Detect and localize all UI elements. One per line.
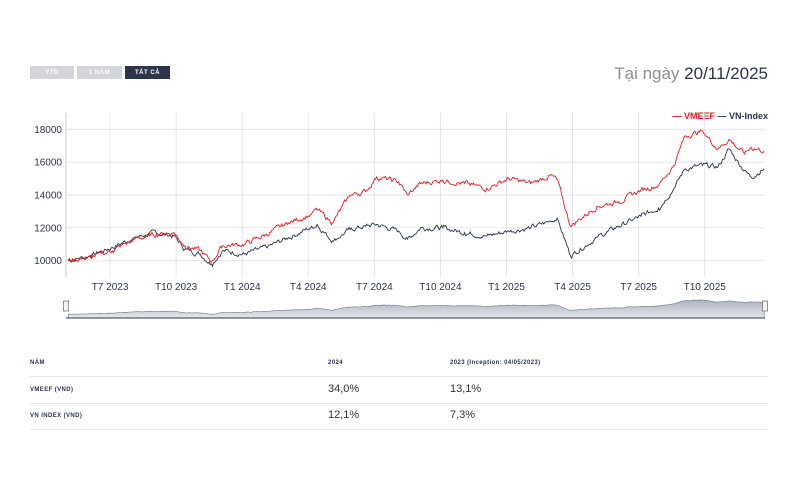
y-tick-label: 12000 <box>34 223 62 234</box>
header-year: NĂM <box>30 360 45 366</box>
y-tick-label: 16000 <box>34 158 62 169</box>
chart-legend: — VMEEF — VN-Index <box>672 111 768 121</box>
x-tick-label: T7 2023 <box>92 282 129 293</box>
y-tick-label: 14000 <box>34 191 62 202</box>
navigator-area <box>67 299 765 319</box>
series-line-vmeef <box>67 129 765 263</box>
y-tick-label: 10000 <box>34 256 62 267</box>
row-label: VMEEF (VND) <box>30 387 74 393</box>
table-row: VN INDEX (VND) 12,1% 7,3% <box>30 403 768 430</box>
table-header-row: NĂM 2024 2023 (Inception: 04/05/2023) <box>30 350 768 377</box>
cell-value: 13,1% <box>450 383 482 395</box>
x-tick-label: T10 2024 <box>419 282 462 293</box>
legend-item-vmeef[interactable]: — VMEEF <box>672 111 715 121</box>
x-tick-label: T7 2025 <box>620 282 657 293</box>
header-2024: 2024 <box>328 360 343 366</box>
range-button-1-year[interactable]: 1 NĂM <box>77 66 122 79</box>
header-2023: 2023 (Inception: 04/05/2023) <box>450 360 541 366</box>
cell-value: 7,3% <box>450 409 476 421</box>
cell-value: 34,0% <box>328 383 360 395</box>
series-line-vn-index <box>68 148 765 268</box>
performance-chart: 10000 12000 14000 16000 18000 T7 2023 T10 2023… <box>34 113 768 319</box>
as-of-prefix: Tại ngày <box>614 64 680 83</box>
x-tick-label: T4 2024 <box>290 282 327 293</box>
legend-item-vnindex[interactable]: — VN-Index <box>717 111 768 121</box>
y-tick-label: 18000 <box>34 125 62 136</box>
x-tick-label: T10 2023 <box>155 282 198 293</box>
legend-label: VMEEF <box>683 111 715 121</box>
navigator-handle-right[interactable] <box>762 300 768 312</box>
x-tick-label: T10 2025 <box>684 282 727 293</box>
range-button-all[interactable]: TẤT CẢ <box>125 66 170 79</box>
x-tick-label: T4 2025 <box>554 282 591 293</box>
x-tick-label: T1 2024 <box>224 282 261 293</box>
x-tick-label: T1 2025 <box>488 282 525 293</box>
x-tick-label: T7 2024 <box>356 282 393 293</box>
navigator-handle-left[interactable] <box>63 300 69 312</box>
range-button-ytd[interactable]: YTD <box>30 66 74 79</box>
row-label: VN INDEX (VND) <box>30 413 83 419</box>
as-of-value: 20/11/2025 <box>684 64 768 83</box>
table-row: VMEEF (VND) 34,0% 13,1% <box>30 377 768 404</box>
as-of-date: Tại ngày 20/11/2025 <box>614 64 768 84</box>
legend-label: VN-Index <box>728 111 768 121</box>
cell-value: 12,1% <box>328 409 360 421</box>
